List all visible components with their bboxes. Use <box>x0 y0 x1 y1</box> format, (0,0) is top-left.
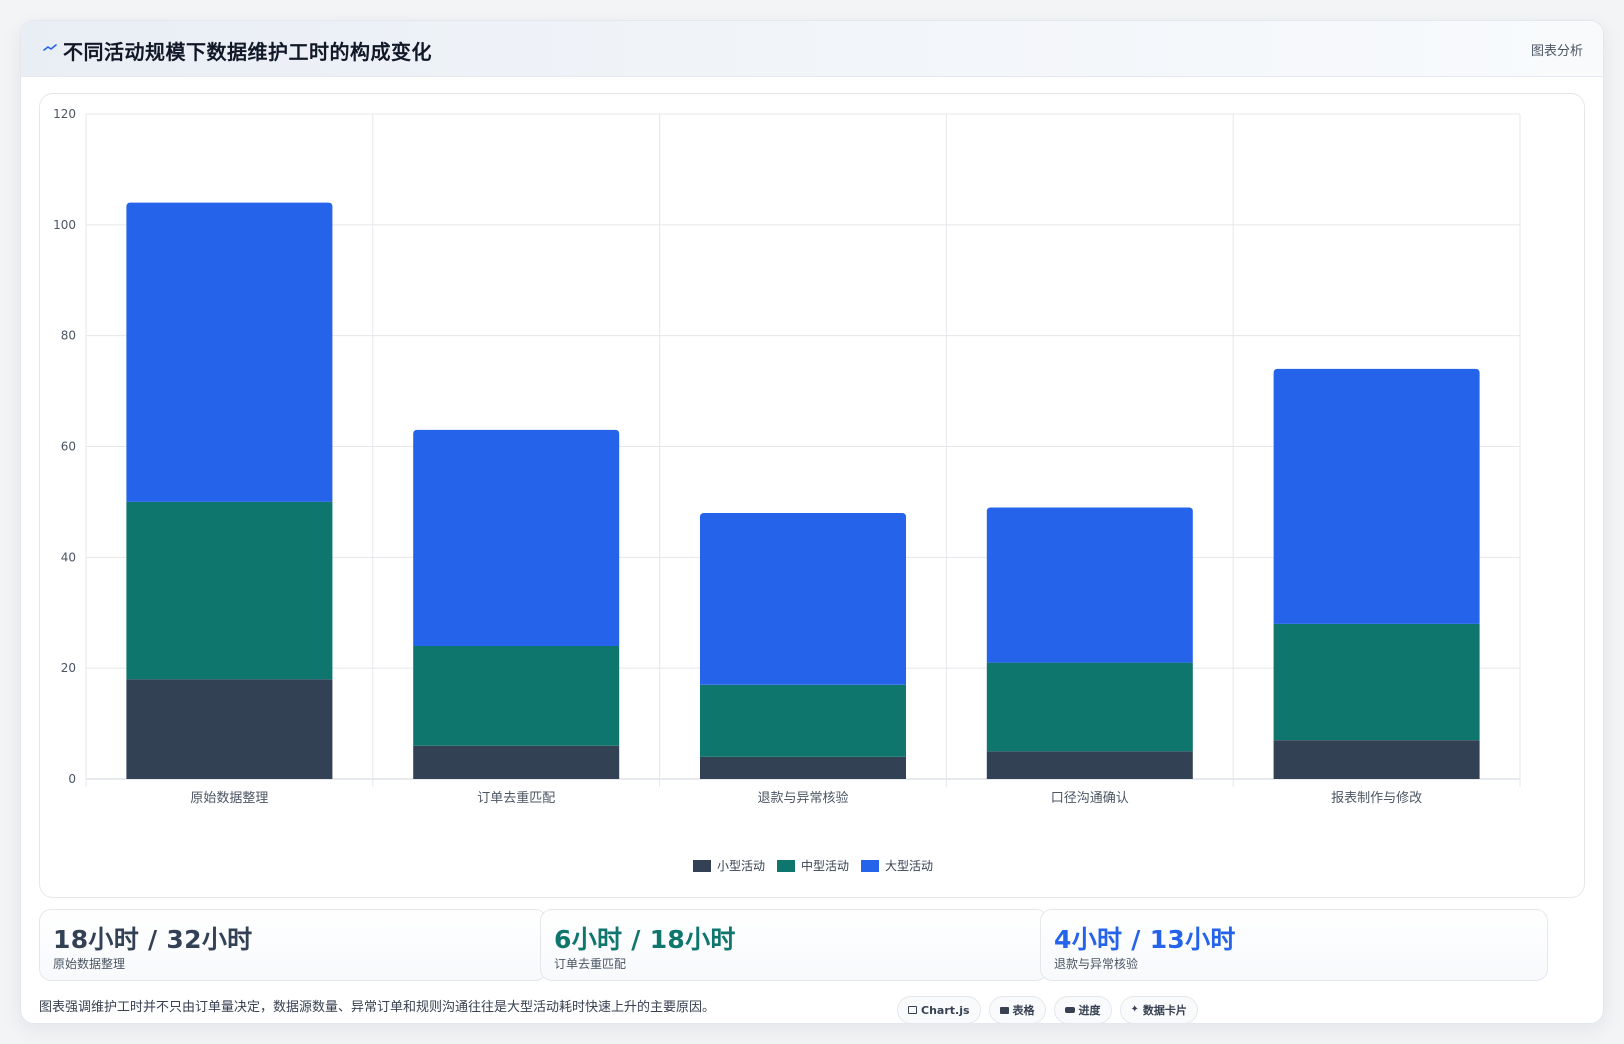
bar-segment[interactable] <box>1273 740 1480 779</box>
legend-swatch <box>692 859 711 872</box>
stat-card-3: 4小时 / 13小时 退款与异常核验 <box>1040 909 1548 981</box>
stat-value: 6小时 / 18小时 <box>554 925 736 954</box>
card-header: 不同活动规模下数据维护工时的构成变化 图表分析 <box>21 21 1603 77</box>
page-title: 不同活动规模下数据维护工时的构成变化 <box>63 40 432 64</box>
chip-label: 数据卡片 <box>1142 1004 1187 1017</box>
bar-segment[interactable] <box>986 507 1193 663</box>
stat-value: 4小时 / 13小时 <box>1054 925 1236 954</box>
y-tick-label: 60 <box>61 440 76 454</box>
bar-segment[interactable] <box>413 429 620 646</box>
stat-label: 退款与异常核验 <box>1054 957 1139 971</box>
y-tick-label: 80 <box>61 329 76 343</box>
table-icon <box>999 1006 1009 1014</box>
chart-panel: 0 20 40 60 80 100 120 原始数据整理 订单去重匹配 退款与异常核验 口径沟通确认… <box>39 93 1585 898</box>
bar-segment[interactable] <box>700 684 906 757</box>
x-tick-label: 口径沟通确认 <box>1051 791 1129 806</box>
legend-item[interactable]: 大型活动 <box>861 857 933 874</box>
chip-label: 进度 <box>1078 1004 1101 1017</box>
bar-segment[interactable] <box>986 662 1193 752</box>
stat-card-1: 18小时 / 32小时 原始数据整理 <box>39 909 547 981</box>
chip-chartjs[interactable]: Chart.js <box>897 996 981 1023</box>
bar-segment[interactable] <box>700 513 906 685</box>
bar-segment[interactable] <box>1273 368 1480 624</box>
chip-data-card[interactable]: ✦ 数据卡片 <box>1119 996 1198 1023</box>
progress-icon <box>1064 1007 1075 1013</box>
x-tick-label: 退款与异常核验 <box>757 790 848 806</box>
stat-label: 订单去重匹配 <box>554 957 627 971</box>
bar-segment[interactable] <box>700 756 906 779</box>
y-tick-label: 20 <box>61 661 76 675</box>
bar-segment[interactable] <box>126 202 333 502</box>
y-tick-label: 120 <box>53 107 76 121</box>
chip-label: 表格 <box>1012 1004 1035 1017</box>
bar-segment[interactable] <box>1273 623 1480 741</box>
legend-swatch <box>776 859 795 872</box>
bar-segment[interactable] <box>986 751 1193 779</box>
legend-item[interactable]: 中型活动 <box>776 857 849 874</box>
chip-label: Chart.js <box>921 1003 970 1017</box>
chip-row: Chart.js 表格 进度 ✦ 数据卡片 <box>897 996 1198 1023</box>
y-tick-label: 0 <box>68 772 76 786</box>
x-tick-label: 订单去重匹配 <box>477 790 555 806</box>
legend-label: 大型活动 <box>885 859 934 873</box>
sparkle-icon: ✦ <box>1130 1004 1139 1015</box>
chart-footnote: 图表强调维护工时并不只由订单量决定，数据源数量、异常订单和规则沟通往往是大型活动… <box>39 1000 716 1015</box>
bar-segment[interactable] <box>126 501 333 680</box>
y-tick-label: 100 <box>53 218 76 232</box>
legend-item[interactable]: 小型活动 <box>692 857 765 874</box>
chart-legend: 小型活动 中型活动 大型活动 <box>40 857 1586 874</box>
stat-value: 18小时 / 32小时 <box>53 925 253 954</box>
legend-label: 小型活动 <box>716 859 765 873</box>
stat-card-2: 6小时 / 18小时 订单去重匹配 <box>540 909 1048 981</box>
pulse-icon <box>43 44 57 51</box>
chip-progress[interactable]: 进度 <box>1053 996 1112 1023</box>
chart-card: 不同活动规模下数据维护工时的构成变化 图表分析 0 20 40 60 80 100 120 原… <box>20 20 1604 1024</box>
bar-segment[interactable] <box>413 646 620 746</box>
stat-label: 原始数据整理 <box>53 957 126 971</box>
bar-segment[interactable] <box>413 745 620 779</box>
legend-swatch <box>861 859 879 872</box>
x-tick-label: 原始数据整理 <box>190 791 268 806</box>
x-tick-label: 报表制作与修改 <box>1331 791 1422 806</box>
stacked-bar-chart: 0 20 40 60 80 100 120 原始数据整理 订单去重匹配 退款与异常核验 口径沟通确认… <box>53 107 1521 806</box>
bar-segment[interactable] <box>126 679 333 779</box>
chip-table[interactable]: 表格 <box>988 996 1046 1023</box>
chart-icon <box>908 1006 917 1014</box>
legend-label: 中型活动 <box>800 859 849 873</box>
chart-analysis-link[interactable]: 图表分析 <box>1530 44 1583 59</box>
y-tick-label: 40 <box>61 550 76 564</box>
